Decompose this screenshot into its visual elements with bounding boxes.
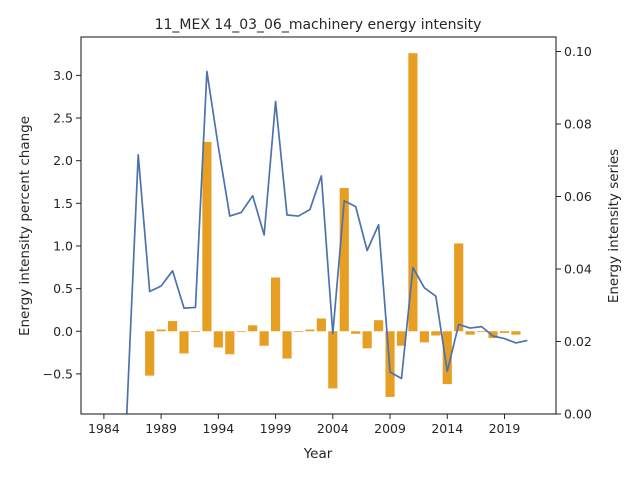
y-left-tick-label: 1.5	[53, 196, 73, 211]
bar	[167, 321, 178, 332]
bar	[293, 331, 304, 333]
bar	[225, 331, 235, 355]
x-tick-label: 1989	[145, 421, 177, 436]
bar	[339, 187, 349, 332]
y-left-tick-label: 0.0	[53, 324, 73, 339]
x-axis-title: Year	[303, 446, 333, 462]
y-left-tick-label: 1.0	[53, 238, 73, 253]
x-tick-label: 2019	[489, 421, 521, 436]
bar	[316, 318, 326, 332]
bar	[442, 331, 452, 385]
bar	[305, 329, 315, 332]
y-left-tick-label: 2.0	[53, 153, 73, 168]
bar	[179, 331, 189, 354]
x-tick-label: 2009	[374, 421, 406, 436]
bar	[465, 331, 475, 335]
y-right-tick-label: 0.00	[564, 407, 592, 422]
bar	[248, 325, 258, 332]
y-right-axis-title: Energy intensity series	[606, 149, 622, 303]
x-tick-label: 1994	[202, 421, 234, 436]
bar	[271, 277, 281, 332]
bar	[145, 331, 155, 376]
bar	[236, 331, 246, 333]
bar	[477, 331, 487, 333]
bar	[213, 331, 223, 348]
x-tick-label: 1999	[260, 421, 292, 436]
y-left-axis-title: Energy intensity percent change	[17, 116, 33, 336]
bar	[374, 320, 384, 332]
axes-layer: 1984 1989 1994 1999 2004 2009 2014 2019−0.50.00…	[43, 36, 592, 436]
bar	[259, 331, 269, 346]
y-left-tick-label: −0.5	[43, 366, 73, 381]
bar	[408, 53, 418, 332]
y-right-tick-label: 0.10	[564, 44, 592, 59]
y-left-tick-label: 3.0	[53, 68, 73, 83]
y-left-tick-label: 2.5	[53, 111, 73, 126]
y-right-tick-label: 0.04	[564, 262, 592, 277]
bar	[499, 331, 510, 333]
chart-title: 11_MEX 14_03_06_machinery energy intensi…	[155, 17, 482, 33]
y-right-tick-label: 0.02	[564, 334, 592, 349]
x-tick-label: 2004	[317, 421, 349, 436]
bar	[362, 331, 372, 349]
bar	[419, 331, 429, 343]
bar	[454, 243, 464, 332]
bar	[202, 141, 212, 332]
bar	[328, 331, 338, 389]
bar	[282, 331, 292, 359]
series-line	[125, 70, 528, 414]
line-layer	[125, 70, 528, 414]
x-tick-label: 1984	[88, 421, 120, 436]
y-left-tick-label: 0.5	[53, 281, 73, 296]
y-right-tick-label: 0.08	[564, 117, 592, 132]
x-tick-label: 2014	[431, 421, 463, 436]
bars-layer	[145, 53, 521, 397]
bar	[396, 331, 407, 346]
bar	[511, 331, 521, 335]
y-right-tick-label: 0.06	[564, 189, 592, 204]
bar	[351, 331, 361, 334]
bar	[431, 331, 441, 336]
bar	[156, 329, 166, 332]
plot-frame	[80, 36, 557, 415]
bar	[488, 331, 498, 339]
bar	[190, 331, 201, 333]
